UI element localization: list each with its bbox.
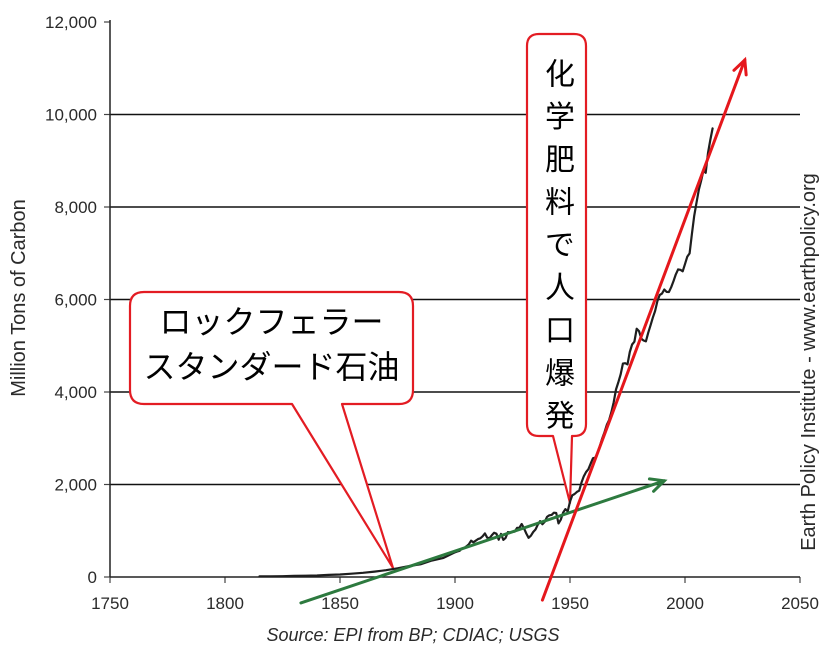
arrow-shaft bbox=[540, 58, 747, 602]
y-tick-label: 8,000 bbox=[54, 198, 97, 217]
x-tick-label: 2000 bbox=[666, 594, 704, 613]
y-tick-label: 10,000 bbox=[45, 106, 97, 125]
axis-layer bbox=[109, 20, 800, 578]
y-tick-label: 2,000 bbox=[54, 476, 97, 495]
fertilizer-callout-text: 化学肥料で人口爆発 bbox=[539, 58, 574, 443]
credit-note: Earth Policy Institute - www.earthpolicy… bbox=[798, 173, 820, 551]
green-trend-arrow bbox=[299, 477, 668, 605]
y-tick-label: 4,000 bbox=[54, 383, 97, 402]
label-layer: Million Tons of Carbon Source: EPI from … bbox=[8, 13, 820, 645]
x-tick-label: 1900 bbox=[436, 594, 474, 613]
y-tick-label: 6,000 bbox=[54, 291, 97, 310]
x-tick-label: 1850 bbox=[321, 594, 359, 613]
arrow-shaft bbox=[299, 479, 666, 605]
rockefeller-callout-text: ロックフェラー スタンダード石油 bbox=[130, 293, 413, 397]
red-trend-arrow bbox=[540, 56, 748, 602]
callout-line: ロックフェラー bbox=[159, 303, 384, 341]
source-note: Source: EPI from BP; CDIAC; USGS bbox=[266, 625, 559, 645]
fertilizer-callout-box bbox=[525, 32, 588, 505]
x-tick-label: 1950 bbox=[551, 594, 589, 613]
x-tick-label: 1800 bbox=[206, 594, 244, 613]
arrow-head bbox=[732, 56, 748, 77]
y-axis-title: Million Tons of Carbon bbox=[8, 199, 30, 397]
y-tick-label: 0 bbox=[88, 568, 97, 587]
callout-layer bbox=[128, 32, 588, 569]
y-tick-label: 12,000 bbox=[45, 13, 97, 32]
rockefeller-callout-box bbox=[128, 290, 415, 569]
arrow-head bbox=[647, 477, 668, 493]
x-tick-label: 1750 bbox=[91, 594, 129, 613]
callout-line: スタンダード石油 bbox=[143, 348, 400, 386]
x-tick-label: 2050 bbox=[781, 594, 819, 613]
arrow-layer bbox=[299, 56, 748, 605]
